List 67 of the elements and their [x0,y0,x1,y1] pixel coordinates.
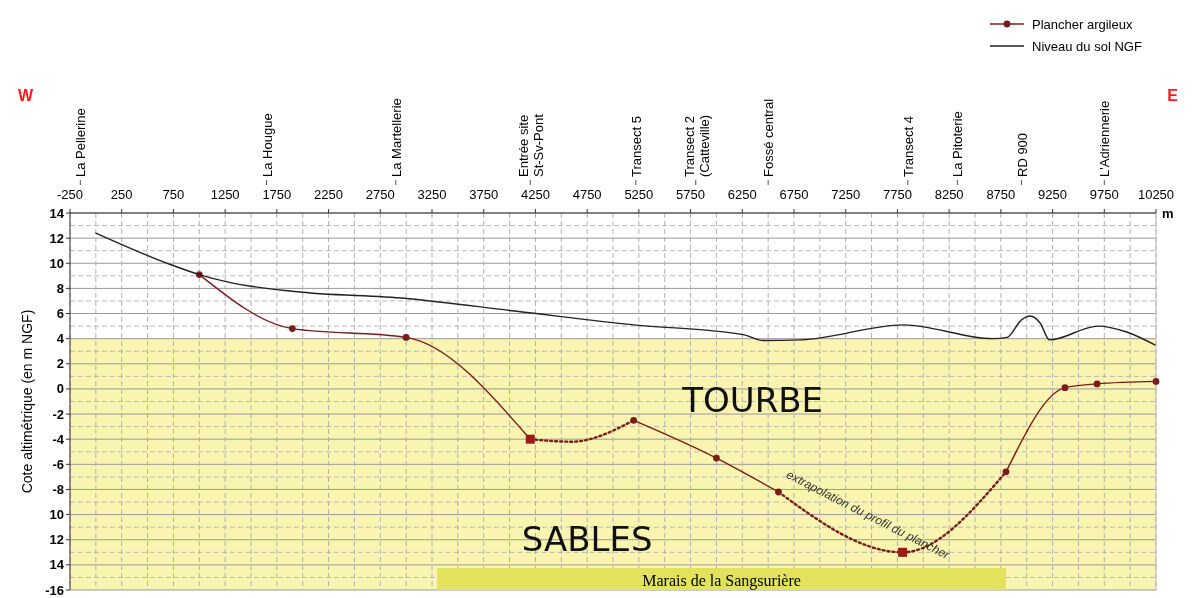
y-tick-label: 6 [56,306,64,322]
ref-line-label: L'Adriennerie [1097,100,1113,177]
y-tick-label: 10 [49,507,64,523]
x-tick-label: 4250 [520,187,550,202]
x-tick-label: 2750 [365,187,395,202]
x-tick-label: 750 [162,187,185,202]
ref-line-label: Transect 2 (Catteville) [681,114,712,177]
x-tick-label: 3750 [469,187,499,202]
text: W [18,87,34,104]
point [1002,468,1010,476]
y-tick-label: 2 [56,356,64,372]
x-tick-label: 4750 [572,187,602,202]
point [288,325,296,333]
y-tick-label: 8 [56,280,64,296]
ref-line-label: La Pellerine [73,108,89,177]
y-tick-label: 14 [49,557,65,573]
y-tick-label: 12 [49,230,64,246]
x-tick-label: 7750 [882,187,912,202]
annotation: TOURBE [681,380,824,421]
band-label: Marais de la Sangsurière [642,572,801,590]
point [1093,380,1101,388]
y-tick-label: 0 [56,381,64,397]
legend-label: Plancher argileux [1032,16,1133,32]
y-tick-label: 4 [56,331,65,347]
y-tick-label: 10 [49,255,64,271]
x-tick-label: 250 [110,187,133,202]
y-tick-label: 12 [49,532,64,548]
point [402,334,410,341]
ref-line-label: Entrée site St-Sv-Pont [516,113,547,177]
y-tick-label: -8 [52,482,64,498]
x-tick-label: 9250 [1038,187,1068,202]
point [1152,377,1160,385]
annotation: SABLES [521,518,653,559]
ref-line-label: Fossé central [761,98,777,177]
ref-line-label: La Hougue [259,113,275,177]
ref-line-label: La Pitoterie [950,111,966,177]
y-axis-title: Cote altimétrique (en m NGF) [19,309,35,494]
y-tick-label: -4 [52,431,65,447]
x-tick-label: 8750 [986,187,1016,202]
x-tick-label: 9750 [1089,187,1119,202]
x-tick-label: 3250 [417,187,447,202]
legend-label: Niveau du sol NGF [1032,38,1142,54]
x-tick-label: 8250 [934,187,964,202]
x-tick-label: 10250 [1137,187,1175,202]
x-tick-label: 2250 [314,187,344,202]
point [713,454,720,462]
point [630,416,638,424]
x-tick-label: 5250 [624,187,654,202]
x-tick-label: 6750 [779,187,809,202]
x-tick-label: 1750 [262,187,292,202]
y-tick-label: 14 [49,205,65,221]
x-tick-label: 1250 [210,187,240,202]
x-tick-label: 5750 [676,187,706,202]
y-tick-label: -16 [45,582,64,598]
x-axis-title: m [1162,205,1174,221]
line-series [95,232,1156,346]
text: E [1167,87,1179,104]
ref-line-label: Transect 4 [900,116,916,177]
ref-line-label: La Martellerie [388,98,404,177]
ref-line-label: Transect 5 [628,116,644,177]
ref-line-label: RD 900 [1014,132,1030,177]
x-tick-label: -250 [56,187,84,202]
point [1061,384,1069,392]
x-tick-label: 6250 [727,187,757,202]
y-tick-label: -6 [52,456,64,472]
y-tick-label: -2 [52,406,64,422]
x-tick-label: 7250 [831,187,861,202]
